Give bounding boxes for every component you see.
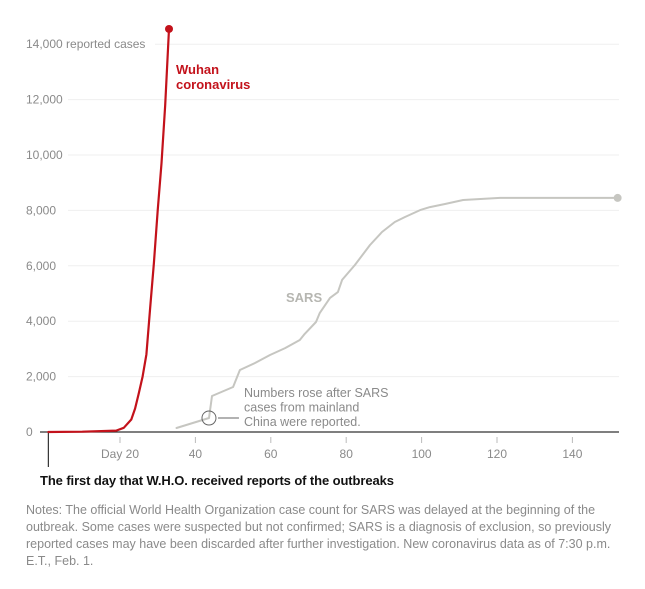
- wuhan-coronavirus-line: [47, 27, 171, 434]
- y-tick-label: 10,000: [26, 148, 63, 162]
- x-axis: Day 20 40 60 80 100 120 140: [40, 431, 619, 467]
- x-tick-label: 120: [487, 447, 507, 461]
- sars-line: [175, 196, 619, 429]
- x-tick-label: 60: [264, 447, 278, 461]
- annotation-text: Numbers rose after SARS: [244, 386, 389, 400]
- x-tick-label: 100: [412, 447, 432, 461]
- line-chart: 0 2,000 4,000 6,000 8,000 10,000 12,000 14,000 …: [26, 24, 622, 467]
- y-tick-label: 6,000: [26, 259, 56, 273]
- sars-series-label: SARS: [286, 290, 322, 305]
- annotation-text: China were reported.: [244, 415, 361, 429]
- y-tick-label: 8,000: [26, 203, 56, 217]
- wuhan-series-label: Wuhan: [176, 62, 219, 77]
- y-tick-label: 14,000 reported cases: [26, 37, 145, 51]
- x-tick-label: 40: [189, 447, 203, 461]
- series-lines: [47, 24, 622, 434]
- y-tick-label: 2,000: [26, 370, 56, 384]
- gridlines: [68, 43, 619, 378]
- y-tick-label: 4,000: [26, 314, 56, 328]
- y-tick-label: 12,000: [26, 93, 63, 107]
- sars-end-marker: [613, 193, 622, 202]
- annotation-text: cases from mainland: [244, 401, 359, 415]
- wuhan-coronavirus-end-marker: [165, 24, 174, 33]
- x-tick-label: 140: [562, 447, 582, 461]
- wuhan-series-label: coronavirus: [176, 77, 250, 92]
- first-day-label: The first day that W.H.O. received repor…: [40, 473, 394, 488]
- annotation-circle: [201, 410, 217, 426]
- y-axis-ticks: 0 2,000 4,000 6,000 8,000 10,000 12,000 14,000 …: [26, 37, 145, 439]
- chart-notes: Notes: The official World Health Organiz…: [26, 503, 612, 568]
- x-tick-label: Day 20: [101, 447, 139, 461]
- y-tick-label: 0: [26, 425, 33, 439]
- x-tick-label: 80: [340, 447, 354, 461]
